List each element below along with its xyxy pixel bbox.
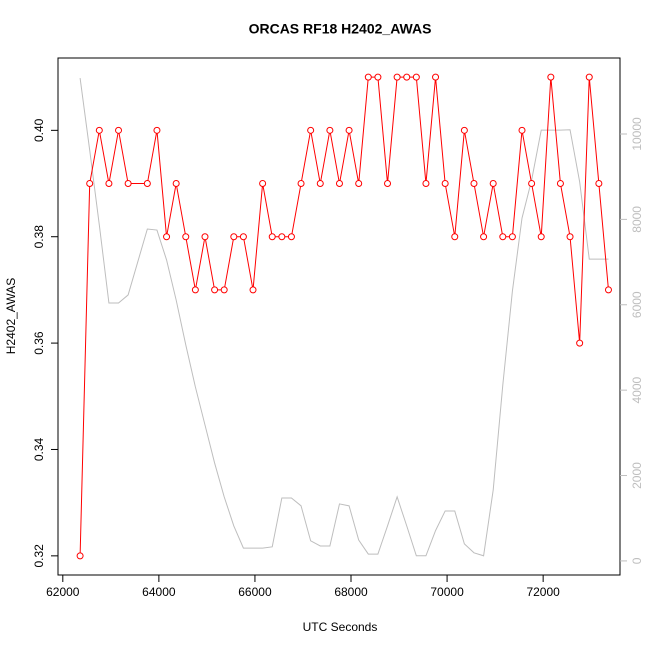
point bbox=[508, 233, 516, 241]
point bbox=[374, 73, 382, 81]
point bbox=[528, 180, 536, 188]
point bbox=[547, 73, 555, 81]
point bbox=[355, 180, 363, 188]
y2-tick-label: 0 bbox=[630, 557, 644, 564]
y2-tick-label: 2000 bbox=[630, 462, 644, 489]
point bbox=[384, 180, 392, 188]
y2-tick-label: 8000 bbox=[630, 206, 644, 233]
x-tick-label: 72000 bbox=[526, 585, 560, 599]
point bbox=[451, 233, 459, 241]
y-tick-label: 0.34 bbox=[32, 437, 46, 461]
point bbox=[460, 126, 468, 134]
point bbox=[595, 180, 603, 188]
point bbox=[518, 126, 526, 134]
point bbox=[163, 233, 171, 241]
series-line bbox=[79, 76, 609, 556]
point bbox=[307, 126, 315, 134]
x-axis-label: UTC Seconds bbox=[303, 620, 378, 634]
point bbox=[76, 552, 84, 560]
point bbox=[316, 180, 324, 188]
point bbox=[278, 233, 286, 241]
point bbox=[480, 233, 488, 241]
y2-tick-label: 6000 bbox=[630, 291, 644, 318]
point bbox=[422, 180, 430, 188]
point bbox=[432, 73, 440, 81]
y2-tick-label: 10000 bbox=[630, 117, 644, 151]
point bbox=[326, 126, 334, 134]
point bbox=[239, 233, 247, 241]
point bbox=[115, 126, 123, 134]
point bbox=[153, 126, 161, 134]
x-tick-label: 70000 bbox=[430, 585, 464, 599]
y-tick-label: 0.40 bbox=[32, 118, 46, 142]
point bbox=[412, 73, 420, 81]
point bbox=[105, 180, 113, 188]
point bbox=[499, 233, 507, 241]
y2-tick-label: 4000 bbox=[630, 376, 644, 403]
plot-box bbox=[57, 57, 621, 576]
point bbox=[585, 73, 593, 81]
chart-title: ORCAS RF18 H2402_AWAS bbox=[249, 21, 432, 37]
point bbox=[259, 180, 267, 188]
x-tick-label: 62000 bbox=[46, 585, 80, 599]
point bbox=[441, 180, 449, 188]
point bbox=[86, 180, 94, 188]
y-tick-label: 0.38 bbox=[32, 225, 46, 249]
series-line bbox=[79, 77, 609, 557]
point bbox=[124, 180, 132, 188]
point bbox=[287, 233, 295, 241]
point bbox=[604, 286, 612, 294]
point bbox=[95, 126, 103, 134]
point bbox=[489, 180, 497, 188]
point bbox=[297, 180, 305, 188]
point bbox=[364, 73, 372, 81]
point bbox=[249, 286, 257, 294]
y-axis-label: H2402_AWAS bbox=[4, 278, 18, 354]
y-tick-label: 0.36 bbox=[32, 331, 46, 355]
x-tick-label: 64000 bbox=[142, 585, 176, 599]
point bbox=[393, 73, 401, 81]
x-tick-label: 68000 bbox=[334, 585, 368, 599]
point bbox=[537, 233, 545, 241]
point bbox=[182, 233, 190, 241]
point bbox=[335, 180, 343, 188]
point bbox=[576, 339, 584, 347]
point bbox=[566, 233, 574, 241]
point bbox=[345, 126, 353, 134]
point bbox=[268, 233, 276, 241]
point bbox=[191, 286, 199, 294]
y-tick-label: 0.32 bbox=[32, 544, 46, 568]
point bbox=[403, 73, 411, 81]
point bbox=[230, 233, 238, 241]
point bbox=[470, 180, 478, 188]
point bbox=[556, 180, 564, 188]
point bbox=[172, 180, 180, 188]
point bbox=[201, 233, 209, 241]
x-tick-label: 66000 bbox=[238, 585, 272, 599]
point bbox=[220, 286, 228, 294]
point bbox=[143, 180, 151, 188]
point bbox=[211, 286, 219, 294]
